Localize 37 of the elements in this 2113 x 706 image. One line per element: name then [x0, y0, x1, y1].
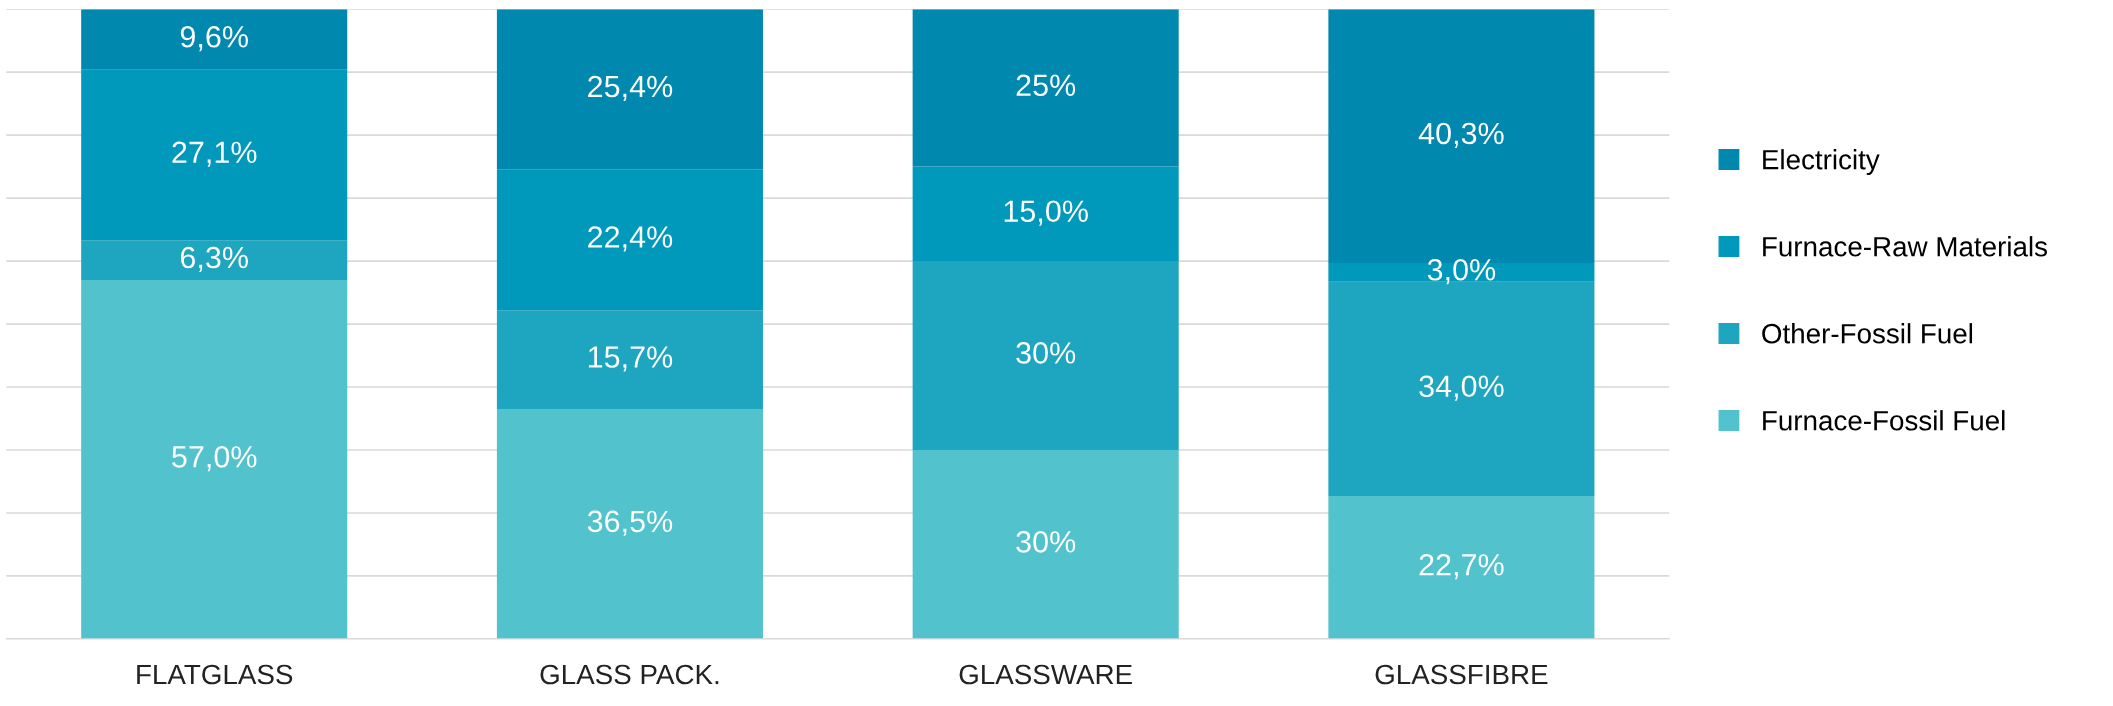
x-tick-label: GLASSFIBRE [1375, 664, 1548, 685]
data-label: 9,6% [180, 25, 248, 52]
data-label: 3,0% [1427, 258, 1496, 285]
bar [496, 310, 763, 410]
data-label: 22,4% [588, 226, 673, 252]
data-label: 25% [1016, 74, 1076, 97]
bar [912, 450, 1179, 639]
data-label: 27,1% [172, 141, 257, 167]
legend-label: Furnace-Fossil Fuel [1763, 410, 2005, 431]
data-label: 15,0% [1004, 200, 1088, 226]
bar [496, 9, 763, 170]
x-tick-label: GLASSWARE [959, 664, 1132, 685]
data-label: 40,3% [1418, 122, 1504, 148]
data-label: 57,0% [172, 446, 257, 472]
bar [912, 9, 1179, 167]
bar [912, 166, 1179, 262]
legend-label: Furnace-Raw Materials [1763, 236, 2047, 257]
legend-label: Other-Fossil Fuel [1762, 323, 1973, 344]
x-tick-label: FLATGLASS [137, 664, 293, 685]
x-tick-label: GLASS PACK. [540, 664, 719, 685]
bar [1328, 495, 1595, 639]
data-label: 36,5% [587, 510, 673, 536]
legend-label: Electricity [1763, 149, 1880, 176]
data-label: 6,3% [180, 246, 248, 272]
data-label: 22,7% [1419, 554, 1504, 580]
bar [81, 9, 348, 70]
bar [496, 169, 763, 311]
bar [81, 69, 348, 241]
bar [496, 409, 763, 639]
data-label: 30% [1016, 531, 1076, 553]
data-label: 30% [1016, 342, 1076, 364]
bar [912, 261, 1179, 450]
data-label: 25,4% [588, 75, 673, 101]
data-label: 34,0% [1419, 375, 1504, 401]
bar [81, 240, 348, 280]
bar [81, 279, 348, 639]
data-label: 15,7% [588, 346, 673, 372]
